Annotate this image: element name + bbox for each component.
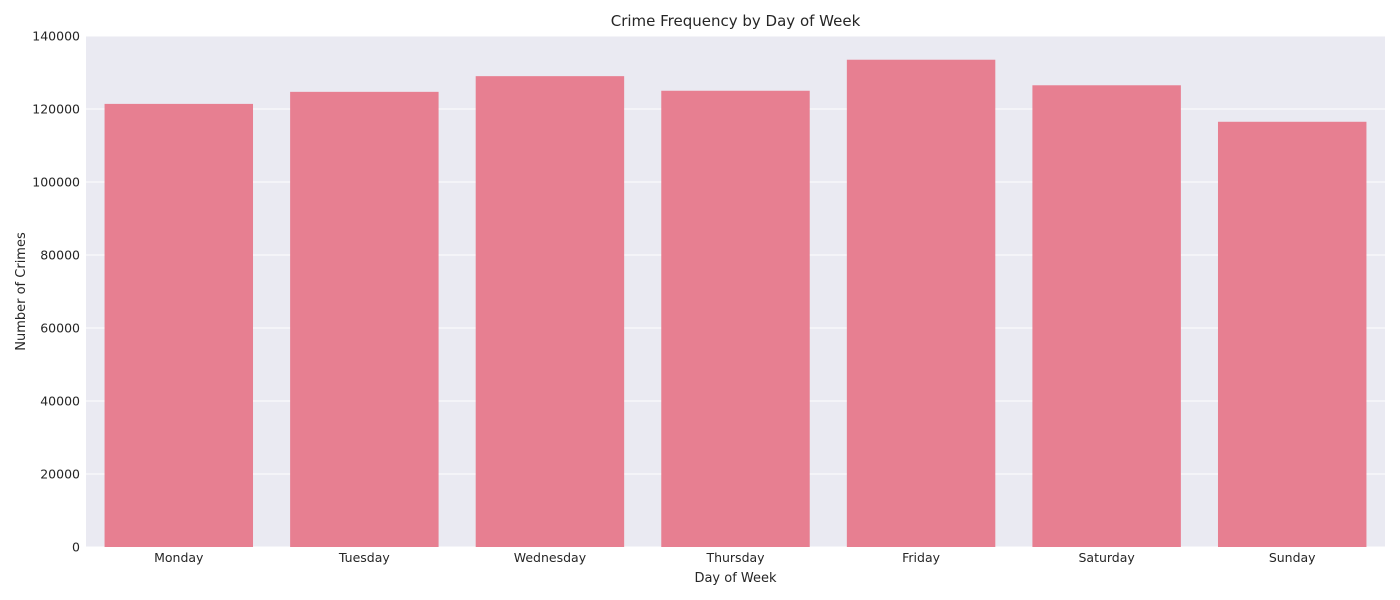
x-tick-label: Wednesday <box>514 550 587 565</box>
chart-title: Crime Frequency by Day of Week <box>611 12 861 30</box>
x-tick-label: Sunday <box>1269 550 1316 565</box>
y-tick-label: 20000 <box>40 467 80 482</box>
bar-sunday <box>1217 121 1367 548</box>
x-tick-label: Monday <box>154 550 204 565</box>
y-axis-label: Number of Crimes <box>14 232 29 351</box>
y-tick-label: 80000 <box>40 248 80 263</box>
bar-thursday <box>661 90 810 547</box>
x-axis-label: Day of Week <box>694 571 777 586</box>
bar-monday <box>104 103 254 547</box>
y-tick-label: 60000 <box>40 321 80 336</box>
bar-friday <box>846 59 996 547</box>
x-tick-label: Thursday <box>705 550 765 565</box>
bar-wednesday <box>475 76 625 548</box>
bar-tuesday <box>290 91 439 547</box>
x-tick-label: Friday <box>902 550 940 565</box>
x-tick-label: Tuesday <box>338 550 390 565</box>
bar-saturday <box>1032 85 1181 548</box>
y-tick-label: 0 <box>72 540 80 555</box>
y-tick-labels: 0 20000 40000 60000 80000 100000 120000 140000 <box>32 29 80 555</box>
y-tick-label: 40000 <box>40 394 80 409</box>
x-tick-labels: Monday Tuesday Wednesday Thursday Friday Satu… <box>154 550 1316 565</box>
y-tick-label: 120000 <box>32 102 80 117</box>
x-tick-label: Saturday <box>1078 550 1135 565</box>
bars <box>104 59 1367 548</box>
y-tick-label: 100000 <box>32 175 80 190</box>
y-tick-label: 140000 <box>32 29 80 44</box>
